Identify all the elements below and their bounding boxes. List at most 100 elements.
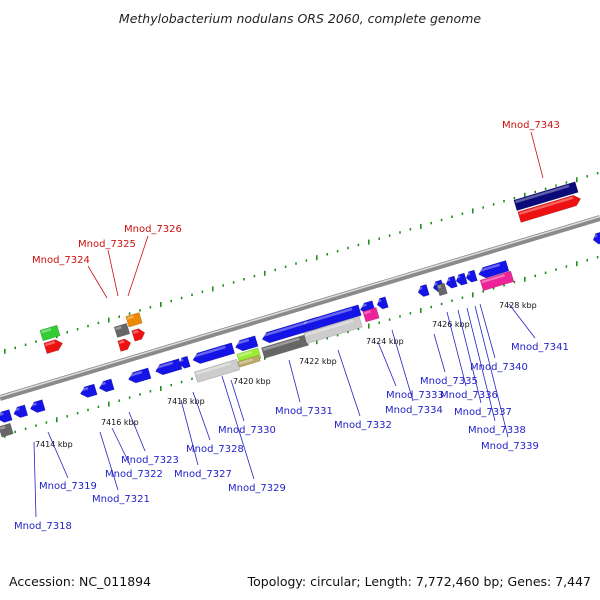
gene-label-mnod-7318: Mnod_7318 [14,521,72,532]
label-leader-line [230,379,245,422]
tick-mark [503,284,505,287]
tick-mark [56,417,58,423]
label-leader-line [107,249,119,297]
tick-mark [97,321,100,325]
tick-mark [440,218,443,222]
label-leader-line [433,333,446,373]
gene-shine [519,196,574,215]
tick-mark [399,315,401,318]
gene-arrow [13,404,29,418]
tick-mark [35,424,37,427]
label-leader-line [111,427,131,466]
gene-arrow [98,378,115,393]
tick-mark [576,177,578,183]
tick-mark [170,299,172,303]
gene-shape [436,282,448,297]
gene-shape [117,338,132,352]
gene-shine [515,184,570,204]
tick-mark [24,343,27,346]
gene-shape [13,404,29,418]
backbone-highlight [0,215,600,398]
tick-mark [14,430,16,434]
tick-mark [492,203,495,206]
gene-shine [445,278,451,282]
gene-label-mnod-7332: Mnod_7332 [334,420,392,431]
gene-shape [261,334,309,359]
label-leader-line [530,131,544,179]
tick-mark [274,268,276,272]
tick-mark [45,421,48,424]
gene-label-mnod-7340: Mnod_7340 [470,362,528,373]
tick-mark [513,196,516,200]
gene-label-mnod-7326: Mnod_7326 [124,224,182,235]
gene-shape [29,399,46,413]
genome-backbone [0,215,600,401]
tick-mark [576,261,578,267]
gene-shape [131,328,146,342]
gene-shine [432,282,438,286]
gene-shine [80,387,89,392]
label-leader-line [508,303,536,339]
tick-mark [409,228,412,231]
label-leader-line [474,305,509,438]
tick-mark [212,286,214,292]
gene-shape [0,409,13,423]
gene-arrow [117,338,132,352]
gene-shape [79,383,98,398]
gene-shape [303,316,363,345]
tick-mark [180,296,183,300]
gene-label-mnod-7331: Mnod_7331 [275,406,333,417]
tick-mark [524,192,526,198]
gene-arrow [376,296,389,310]
gene-shine [0,412,4,417]
genome-summary-text: Topology: circular; Length: 7,772,460 bp… [247,574,591,589]
tick-mark [378,321,380,324]
gene-shape [237,354,261,368]
gene-shine [304,319,354,337]
tick-mark [472,292,474,298]
tick-mark [232,281,235,284]
tick-mark [24,427,27,430]
gene-label-mnod-7327: Mnod_7327 [174,469,232,480]
label-leader-line [192,391,211,441]
gene-shape [455,272,468,286]
gene-shape [43,339,63,354]
gene-shine [262,337,300,351]
gene-arrow [417,284,430,297]
label-leader-line [99,431,119,491]
tick-mark [316,255,318,261]
gene-shine [363,310,371,315]
gene-arrow [592,231,600,245]
gene-arrow [436,282,448,297]
tick-mark [534,190,536,194]
tick-mark [139,309,141,312]
gene-shine [98,381,106,387]
gene-shape [128,367,152,384]
tick-mark [347,246,349,250]
label-leader-line [288,359,301,403]
gene-arrow [235,335,259,352]
tick-mark [357,243,360,247]
gene-shape [479,270,515,292]
label-leader-line [466,307,496,422]
gene-shape [194,358,240,383]
tick-mark [316,339,318,345]
tick-mark [430,305,432,309]
label-leader-line [337,349,361,417]
gene-arrow [478,260,510,279]
tick-mark [596,172,599,175]
gene-shine [592,234,598,238]
tick-mark [472,208,474,214]
tick-mark [388,234,391,237]
tick-mark [503,200,505,203]
gene-label-mnod-7328: Mnod_7328 [186,444,244,455]
tick-mark [66,331,68,334]
tick-mark [66,415,68,418]
gene-shine [29,402,37,407]
tick-mark [128,312,131,315]
tick-mark [222,284,224,287]
tick-mark [253,274,256,278]
gene-arrow [128,367,152,384]
gene-shape [98,378,115,393]
